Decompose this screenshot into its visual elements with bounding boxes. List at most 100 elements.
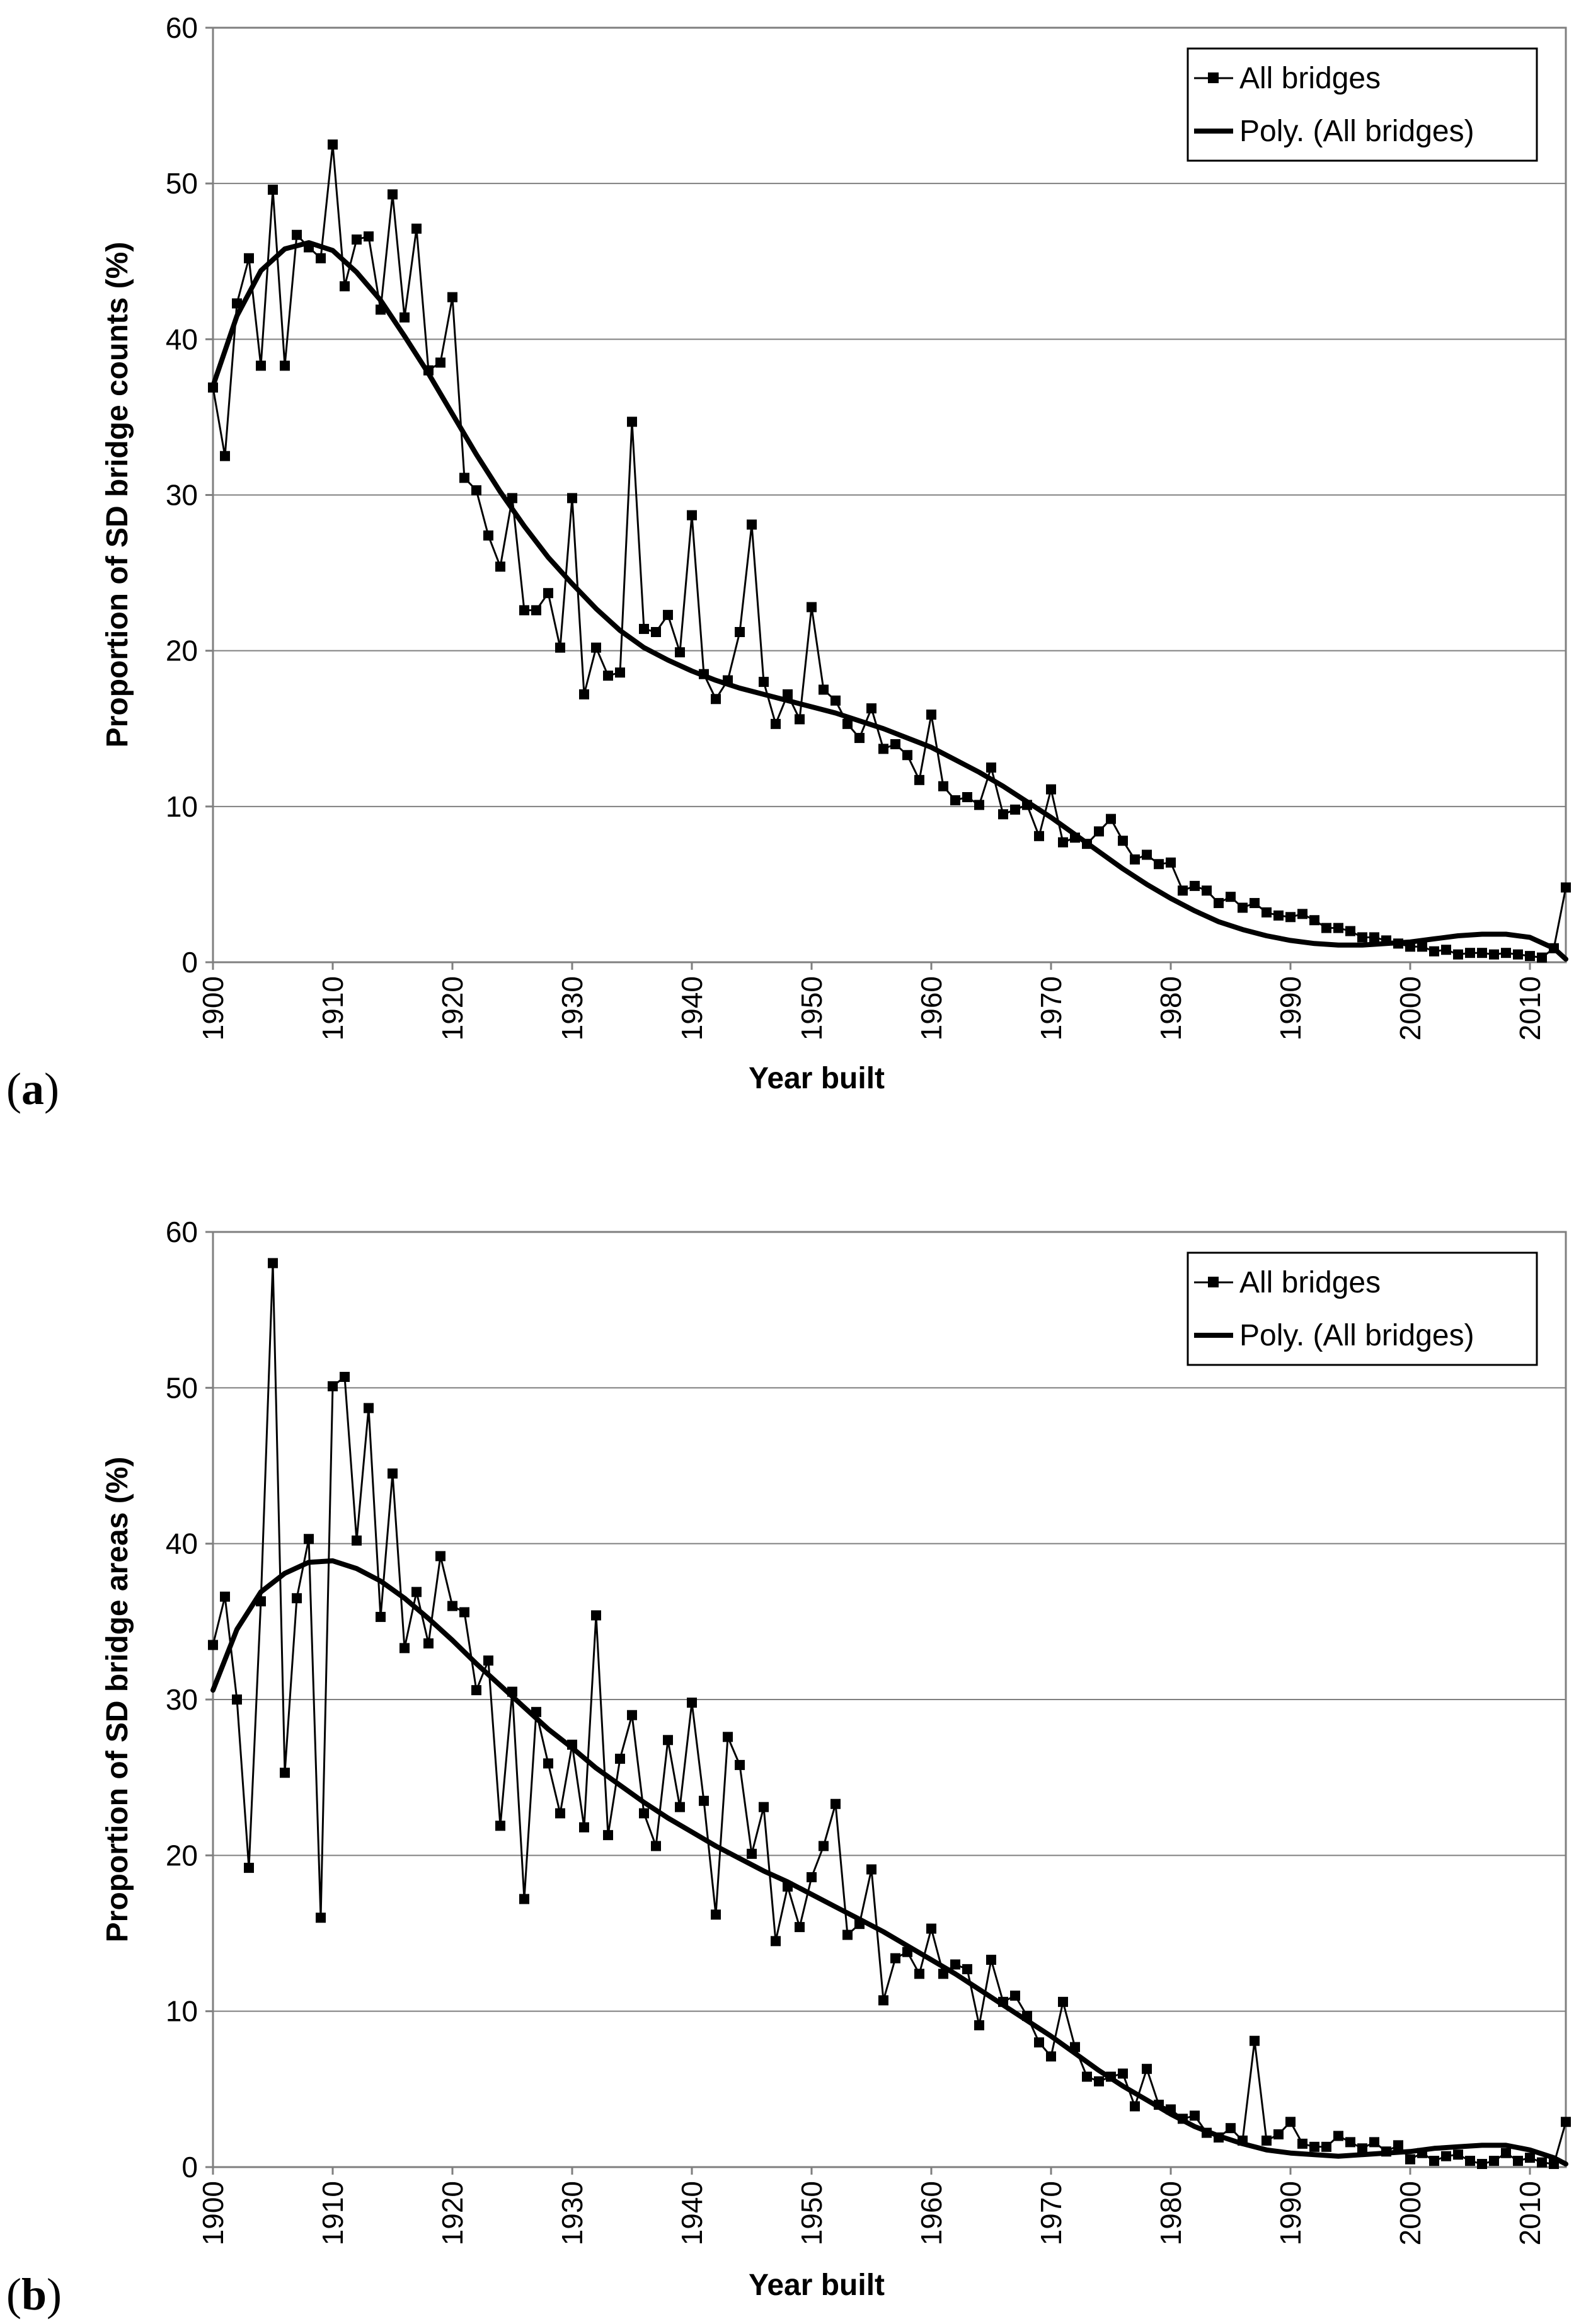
data-point-1907 (292, 229, 302, 240)
x-tick-label-1920: 1920 (436, 2181, 469, 2245)
legend-marker-b (1208, 1277, 1219, 1287)
data-point-1956 (878, 1995, 888, 2006)
y-tick-label-20: 20 (166, 1839, 198, 1872)
x-tick-label-1910: 1910 (316, 976, 349, 1040)
data-point-1936 (639, 1808, 649, 1819)
data-point-1921 (459, 1607, 469, 1618)
data-point-1916 (399, 312, 410, 323)
chart-panel-b: 0 10 20 30 40 50 60 1900 1910 1920 1930 1940 1950 196… (6, 1216, 1571, 2320)
data-point-1923 (483, 530, 493, 541)
data-point-1951 (819, 1841, 829, 1851)
data-point-1939 (675, 1802, 685, 1812)
data-point-1938 (663, 609, 673, 620)
data-point-1918 (423, 1638, 434, 1648)
x-tick-label-1960: 1960 (915, 976, 948, 1040)
data-point-2009 (1513, 2156, 1523, 2166)
data-point-1964 (974, 800, 984, 810)
data-point-1936 (639, 624, 649, 635)
data-point-1937 (651, 627, 661, 638)
data-point-1991 (1297, 2138, 1307, 2149)
x-tick-label-1970: 1970 (1035, 2181, 1067, 2245)
x-tick-label-1980: 1980 (1154, 976, 1187, 1040)
data-point-2011 (1537, 2157, 1547, 2168)
data-point-1985 (1226, 892, 1236, 902)
data-point-1985 (1226, 2123, 1236, 2134)
data-point-1934 (615, 1753, 625, 1764)
data-point-1928 (543, 1758, 553, 1769)
series-group-a (208, 139, 1571, 963)
data-point-1933 (603, 670, 613, 681)
data-point-1906 (280, 360, 290, 371)
legend-box-b (1187, 1251, 1538, 1366)
data-point-1932 (591, 642, 601, 653)
data-point-1971 (1058, 1996, 1068, 2007)
data-point-1957 (890, 1953, 900, 1964)
data-point-1941 (699, 1795, 709, 1806)
data-point-1911 (340, 281, 350, 292)
data-point-1963 (962, 1964, 972, 1974)
panel-letter-a: a (21, 1064, 44, 1114)
data-point-1903 (244, 1863, 254, 1873)
data-point-1919 (435, 1551, 445, 1562)
data-point-2010 (1525, 2153, 1535, 2163)
y-tick-label-0: 0 (181, 2151, 198, 2183)
data-point-1958 (902, 750, 912, 761)
data-point-1992 (1309, 915, 1319, 926)
data-point-1997 (1369, 932, 1379, 943)
data-point-1988 (1261, 907, 1272, 918)
axis-ticks-b: 0 10 20 30 40 50 60 1900 1910 1920 1930 1940 1950 196… (166, 1216, 1546, 2245)
data-point-2002 (1429, 946, 1439, 957)
data-point-1956 (878, 744, 888, 754)
data-point-1920 (447, 292, 457, 302)
data-point-1942 (711, 1909, 721, 1920)
legend-b: All bridges Poly. (All bridges) (1187, 1251, 1538, 1366)
data-point-1913 (364, 231, 374, 242)
data-point-1939 (675, 647, 685, 658)
x-tick-label-1990: 1990 (1274, 976, 1307, 1040)
data-point-1923 (483, 1655, 493, 1666)
data-point-1965 (986, 1955, 996, 1965)
chart-panel-a: 0 10 20 30 40 50 60 1900 1910 1920 1930 1940 1950 196… (6, 11, 1571, 1114)
y-tick-label-50: 50 (166, 167, 198, 200)
data-point-1909 (316, 1913, 326, 1923)
x-axis-title-a: Year built (749, 1062, 885, 1095)
axis-ticks-a: 0 10 20 30 40 50 60 1900 1910 1920 1930 1940 1950 196… (166, 11, 1546, 1040)
data-point-1959 (914, 774, 924, 785)
data-point-1977 (1130, 2101, 1140, 2112)
data-point-1917 (411, 1587, 422, 1597)
x-tick-label-1900: 1900 (197, 976, 229, 1040)
x-tick-label-1940: 1940 (675, 976, 708, 1040)
data-point-1908 (304, 1534, 314, 1545)
data-point-1900 (208, 1640, 218, 1650)
data-point-1978 (1142, 2064, 1152, 2074)
data-point-2008 (1501, 948, 1511, 958)
data-point-1965 (986, 762, 996, 773)
data-point-2005 (1465, 948, 1475, 958)
data-point-1905 (268, 185, 278, 195)
legend-label-poly-a: Poly. (All bridges) (1239, 115, 1474, 148)
y-axis-title-a: Proportion of SD bridge counts (%) (101, 242, 134, 748)
data-point-1977 (1130, 854, 1140, 865)
data-point-1946 (759, 677, 769, 687)
data-point-1989 (1273, 910, 1284, 921)
data-point-1919 (435, 357, 445, 368)
data-point-1948 (783, 689, 793, 699)
legend-label-all-bridges-b: All bridges (1239, 1266, 1381, 1299)
data-point-1987 (1250, 898, 1260, 909)
data-point-1993 (1321, 2141, 1331, 2152)
y-axis-title-b: Proportion of SD bridge areas (%) (101, 1457, 134, 1943)
data-point-1963 (962, 792, 972, 803)
data-point-1944 (735, 1759, 745, 1770)
x-tick-label-2000: 2000 (1394, 976, 1427, 1040)
data-point-1934 (615, 667, 625, 678)
data-point-2003 (1441, 945, 1451, 955)
data-point-1969 (1034, 831, 1044, 841)
data-point-1969 (1034, 2037, 1044, 2048)
data-point-1957 (890, 739, 900, 749)
panel-label-b: (b) (6, 2269, 62, 2320)
data-point-1992 (1309, 2141, 1319, 2152)
data-point-2000 (1405, 2154, 1415, 2165)
data-point-1930 (567, 493, 577, 503)
x-tick-label-1950: 1950 (795, 976, 828, 1040)
series-group-b (208, 1258, 1571, 2170)
